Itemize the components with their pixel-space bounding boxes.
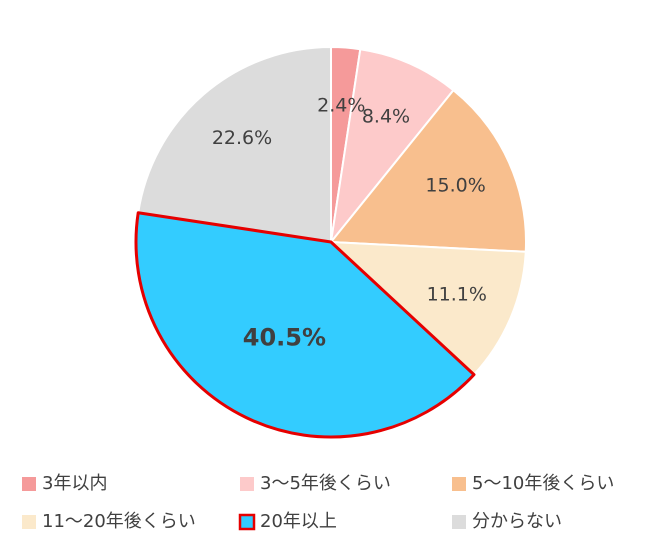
legend-label: 3〜5年後くらい: [260, 473, 391, 494]
pie-slice: [330, 48, 455, 243]
legend-swatch: [452, 477, 466, 491]
data-label: 22.6%: [212, 127, 272, 149]
data-label: 8.4%: [362, 106, 410, 128]
legend-swatch: [22, 515, 36, 529]
legend-label: 5〜10年後くらい: [472, 473, 614, 494]
pie-slice: [137, 46, 332, 243]
legend-label: 3年以内: [42, 473, 107, 494]
data-label: 2.4%: [317, 94, 365, 116]
data-label: 15.0%: [425, 175, 485, 197]
data-label: 11.1%: [427, 284, 487, 306]
data-label: 40.5%: [243, 324, 326, 352]
legend-swatch: [240, 477, 254, 491]
legend-swatch: [238, 513, 256, 531]
legend-label: 分からない: [472, 511, 562, 532]
legend-swatch: [22, 477, 36, 491]
pie-slice: [134, 211, 476, 439]
pie-slice: [330, 89, 527, 253]
legend-swatch: [452, 515, 466, 529]
pie-slice: [330, 241, 527, 376]
legend-label: 11〜20年後くらい: [42, 511, 196, 532]
legend-label: 20年以上: [260, 511, 337, 532]
